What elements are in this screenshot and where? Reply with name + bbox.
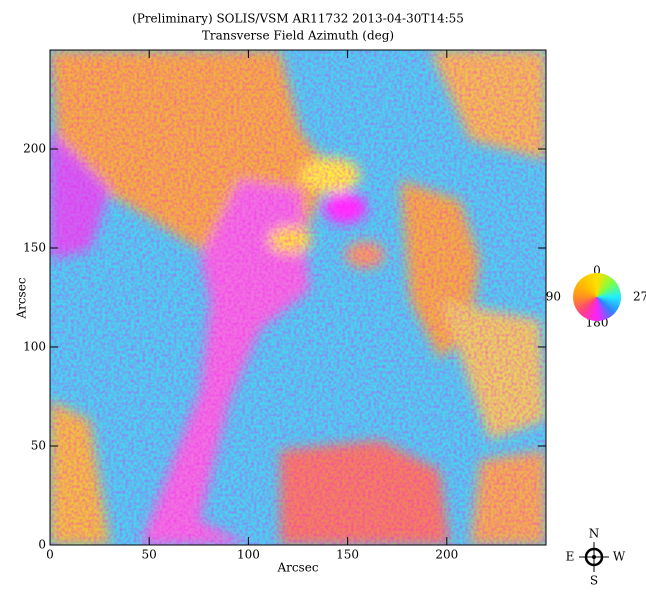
compass: N S E W [566,527,626,588]
y-tick-label: 150 [23,241,46,255]
x-tick-label: 0 [46,548,54,562]
plot-frame [49,49,547,546]
y-tick-label: 100 [23,340,46,354]
compass-east: E [566,550,575,564]
x-tick-label: 100 [237,548,260,562]
compass-south: S [590,574,598,588]
wheel-label: 270 [633,290,646,304]
x-tick-label: 150 [336,548,359,562]
x-tick-label: 50 [142,548,157,562]
chart-subtitle: Transverse Field Azimuth (deg) [202,29,394,43]
compass-north: N [589,527,600,541]
x-tick-label: 200 [435,548,458,562]
wheel-label: 0 [593,264,601,278]
wheel-label: 90 [546,290,561,304]
azimuth-image [50,50,546,545]
color-wheel [573,273,621,321]
y-tick-label: 50 [31,439,46,453]
y-tick-label: 0 [38,538,46,552]
chart-title: (Preliminary) SOLIS/VSM AR11732 2013-04-… [132,12,464,26]
compass-west: W [613,550,626,564]
y-tick-label: 200 [23,142,46,156]
y-axis-label: Arcsec [15,277,29,319]
x-axis-label: Arcsec [276,561,318,575]
